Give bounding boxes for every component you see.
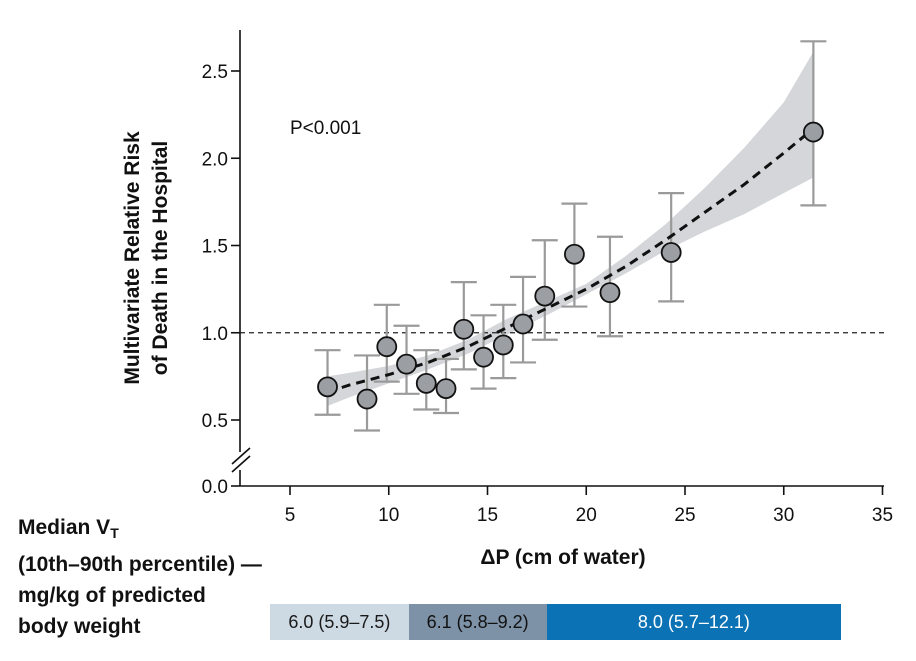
vt-legend-label: Median VT (10th–90th percentile) — mg/kg… xyxy=(18,512,308,642)
p-value-annotation: P<0.001 xyxy=(290,118,361,139)
data-point xyxy=(317,376,338,398)
x-tick-label: 25 xyxy=(674,505,695,526)
vt-box-3: 8.0 (5.7–12.1) xyxy=(546,604,842,640)
vt-box-1: 6.0 (5.9–7.5) xyxy=(270,604,409,640)
axis-break-mark-2 xyxy=(231,455,251,473)
y-tick-label: 2.0 xyxy=(202,149,228,170)
vt-box-2: 6.1 (5.8–9.2) xyxy=(408,604,547,640)
x-tick-label: 10 xyxy=(378,505,399,526)
data-point xyxy=(660,242,682,263)
vt-label-line-3: mg/kg of predicted xyxy=(18,584,206,607)
data-point xyxy=(512,313,534,335)
vt-label-line-4: body weight xyxy=(18,615,141,638)
data-point xyxy=(802,121,824,143)
x-tick-label: 15 xyxy=(477,505,498,526)
data-point xyxy=(492,334,514,356)
x-tick-label: 30 xyxy=(773,505,794,526)
data-point xyxy=(376,336,398,358)
vt-label-line-2: (10th–90th percentile) — xyxy=(18,553,262,576)
x-tick-label: 5 xyxy=(285,505,296,526)
y-tick-label: 1.5 xyxy=(202,237,228,258)
y-tick-label: 0.5 xyxy=(202,411,228,432)
fit-line xyxy=(327,127,815,394)
data-point xyxy=(473,346,494,368)
y-tick-label: 0.0 xyxy=(202,477,228,498)
data-point xyxy=(356,388,378,410)
x-tick-label: 35 xyxy=(872,505,893,526)
data-point xyxy=(599,282,621,304)
y-tick-label: 1.0 xyxy=(202,324,228,345)
y-axis-title-line: of Death in the Hospital xyxy=(149,141,172,376)
data-point xyxy=(534,285,556,307)
data-point xyxy=(396,353,417,375)
y-tick-label: 2.5 xyxy=(202,62,228,83)
vt-label-line-1: Median VT xyxy=(18,516,119,541)
axis-break-mark-1 xyxy=(231,447,251,465)
data-point xyxy=(415,372,437,394)
data-point xyxy=(435,378,457,399)
data-point xyxy=(453,318,475,340)
y-axis-title-line: Multivariate Relative Risk xyxy=(121,131,144,385)
confidence-band xyxy=(327,51,814,407)
data-point xyxy=(564,243,585,265)
x-tick-label: 20 xyxy=(576,505,597,526)
x-axis-title: ΔP (cm of water) xyxy=(480,546,645,569)
vt-subscript: T xyxy=(110,525,119,541)
